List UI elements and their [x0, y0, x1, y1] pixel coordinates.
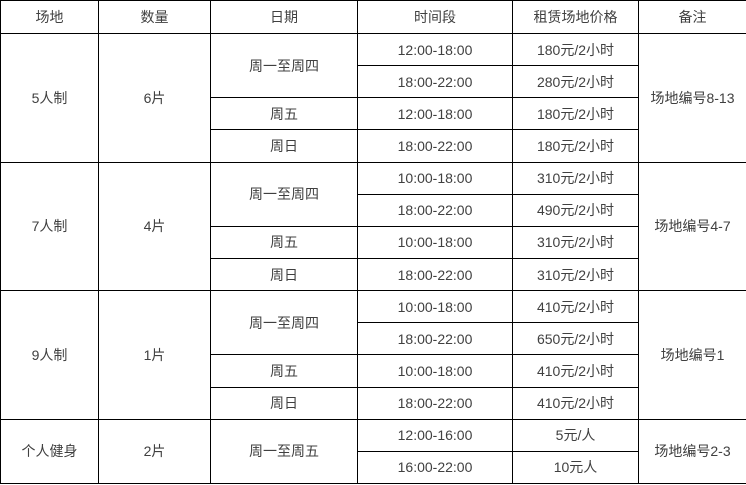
price-cell: 410元/2小时: [512, 354, 639, 388]
table-row: 个人健身 2片 周一至周五 12:00-16:00 5元/人 场地编号2-3: [0, 418, 746, 485]
time-cell: 12:00-18:00: [357, 97, 513, 131]
column-header-venue: 场地: [0, 0, 99, 34]
price-cell: 280元/2小时: [512, 65, 639, 99]
price-cell: 10元人: [512, 450, 639, 485]
time-cell: 18:00-22:00: [357, 129, 513, 163]
quantity-cell: 2片: [98, 418, 211, 485]
price-cell: 650元/2小时: [512, 322, 639, 356]
table-row: 周五 12:00-18:00 180元/2小时: [1, 97, 746, 131]
date-cell: 周一至周五: [210, 418, 358, 485]
column-header-note: 备注: [638, 0, 746, 34]
venue-cell: 5人制: [0, 33, 99, 163]
time-cell: 18:00-22:00: [357, 386, 513, 420]
table-row: 7人制 4片 周一至周四 10:00-18:00 310元/2小时 场地编号4-…: [0, 161, 746, 292]
table-row: 18:00-22:00 490元/2小时: [1, 193, 746, 227]
column-header-date: 日期: [210, 0, 358, 34]
time-cell: 18:00-22:00: [357, 65, 513, 99]
price-cell: 410元/2小时: [512, 290, 639, 324]
table-row: 16:00-22:00 10元人: [1, 450, 746, 485]
column-header-timeslot: 时间段: [357, 0, 513, 34]
venue-cell: 9人制: [0, 290, 99, 420]
quantity-cell: 6片: [98, 33, 211, 163]
time-cell: 18:00-22:00: [357, 193, 513, 227]
note-cell: 场地编号8-13: [638, 33, 746, 163]
price-cell: 310元/2小时: [512, 225, 639, 259]
time-cell: 10:00-18:00: [357, 354, 513, 388]
column-header-price: 租赁场地价格: [512, 0, 639, 34]
date-cell: 周一至周四: [210, 290, 358, 356]
date-cell: 周一至周四: [210, 161, 358, 227]
price-cell: 310元/2小时: [512, 257, 639, 292]
table-row: 周五 10:00-18:00 310元/2小时: [1, 225, 746, 259]
note-cell: 场地编号2-3: [638, 418, 746, 485]
price-cell: 180元/2小时: [512, 32, 639, 67]
date-cell: 周日: [210, 386, 358, 420]
time-cell: 10:00-18:00: [357, 225, 513, 259]
date-cell: 周日: [210, 129, 358, 163]
price-cell: 180元/2小时: [512, 97, 639, 131]
venue-cell: 7人制: [0, 161, 99, 292]
date-cell: 周五: [210, 97, 358, 131]
price-cell: 180元/2小时: [512, 129, 639, 163]
table-row: 周日 18:00-22:00 410元/2小时: [1, 386, 746, 420]
time-cell: 10:00-18:00: [357, 161, 513, 195]
date-cell: 周日: [210, 257, 358, 292]
time-cell: 12:00-16:00: [357, 418, 513, 452]
time-cell: 18:00-22:00: [357, 322, 513, 356]
header-row: 场地 数量 日期 时间段 租赁场地价格 备注: [0, 0, 746, 34]
time-cell: 12:00-18:00: [357, 32, 513, 67]
table-row: 周五 10:00-18:00 410元/2小时: [1, 354, 746, 388]
price-cell: 410元/2小时: [512, 386, 639, 420]
time-cell: 16:00-22:00: [357, 450, 513, 485]
quantity-cell: 1片: [98, 290, 211, 420]
venue-cell: 个人健身: [0, 418, 99, 485]
price-cell: 490元/2小时: [512, 193, 639, 227]
column-header-quantity: 数量: [98, 0, 211, 34]
price-cell: 5元/人: [512, 418, 639, 452]
note-cell: 场地编号4-7: [638, 161, 746, 292]
note-cell: 场地编号1: [638, 290, 746, 420]
table-row: 18:00-22:00 280元/2小时: [1, 65, 746, 99]
quantity-cell: 4片: [98, 161, 211, 292]
table-row: 18:00-22:00 650元/2小时: [1, 322, 746, 356]
table-row: 周日 18:00-22:00 180元/2小时: [1, 129, 746, 163]
date-cell: 周五: [210, 225, 358, 259]
table-row: 周日 18:00-22:00 310元/2小时: [1, 257, 746, 292]
time-cell: 10:00-18:00: [357, 290, 513, 324]
time-cell: 18:00-22:00: [357, 257, 513, 292]
table-row: 5人制 6片 周一至周四 12:00-18:00 180元/2小时 场地编号8-…: [0, 32, 746, 163]
date-cell: 周一至周四: [210, 32, 358, 99]
date-cell: 周五: [210, 354, 358, 388]
table-row: 9人制 1片 周一至周四 10:00-18:00 410元/2小时 场地编号1: [0, 290, 746, 420]
price-cell: 310元/2小时: [512, 161, 639, 195]
